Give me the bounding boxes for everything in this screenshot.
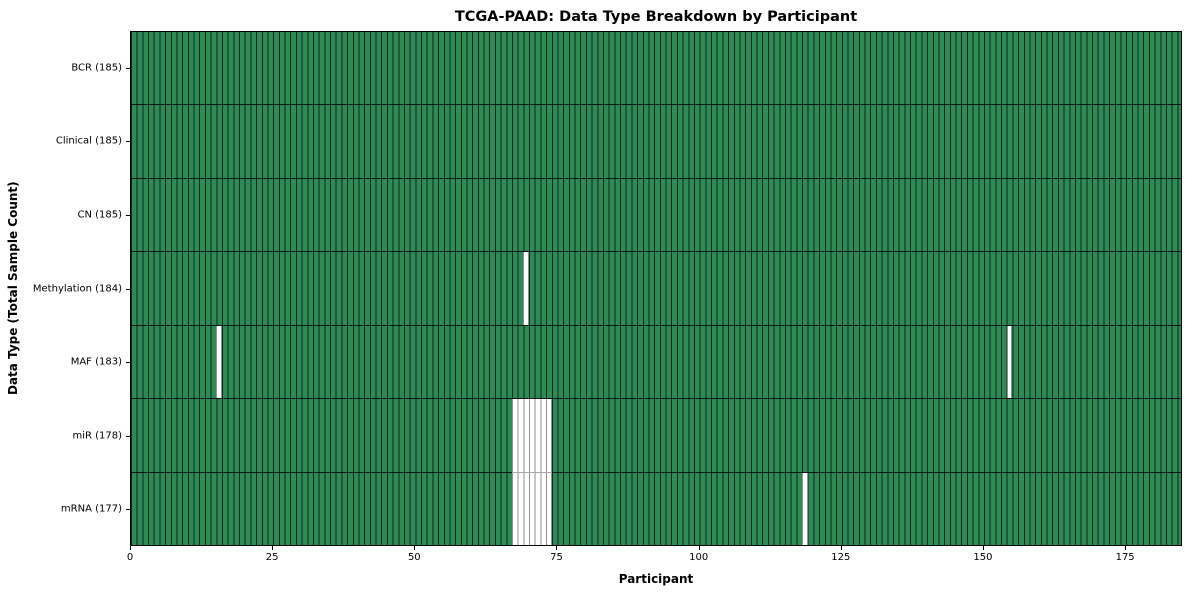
y-tick-mark (126, 288, 130, 290)
row-Methylation (131, 252, 1181, 326)
x-tick-label: 100 (689, 552, 709, 563)
x-tick-label: 50 (407, 552, 421, 563)
x-tick-label: 0 (126, 552, 134, 563)
y-tick-label-Methylation: Methylation (184) (32, 283, 122, 294)
y-tick-label-mRNA: mRNA (177) (60, 503, 122, 515)
x-tick-mark (272, 546, 274, 550)
row-MAF (131, 325, 1181, 400)
row-CN (131, 179, 1181, 253)
absent-cells-mRNA (511, 472, 552, 545)
y-tick-label-BCR: BCR (185) (71, 62, 122, 74)
x-tick-mark (698, 546, 700, 550)
absent-cells-MAF (1006, 325, 1013, 399)
row-BCR (131, 32, 1181, 106)
y-tick-mark (126, 435, 130, 437)
absent-cells-miR (511, 399, 552, 472)
row-miR (131, 399, 1181, 473)
y-tick-mark (126, 67, 130, 69)
x-tick-label: 125 (831, 552, 851, 563)
y-tick-mark (126, 362, 130, 364)
absent-cells-MAF (216, 325, 222, 399)
plot-area: Present Absent (130, 31, 1182, 546)
x-tick-label: 150 (973, 552, 993, 563)
x-tick-mark (982, 546, 984, 550)
y-tick-label-MAF: MAF (183) (70, 356, 122, 368)
y-tick-label-CN: CN (185) (77, 209, 122, 221)
absent-cells-Methylation (523, 252, 530, 325)
participant-column-gridlines (131, 32, 1181, 545)
x-tick-mark (414, 546, 416, 550)
x-axis-label: Participant (618, 572, 694, 586)
y-tick-label-miR: miR (178) (72, 430, 122, 442)
absent-row-divider (511, 472, 552, 474)
data-type-rows (131, 32, 1181, 545)
y-tick-mark (126, 509, 130, 511)
chart-title: TCGA-PAAD: Data Type Breakdown by Partic… (454, 9, 858, 25)
x-tick-label: 25 (265, 552, 279, 563)
row-mRNA (131, 472, 1181, 545)
x-tick-mark (1125, 546, 1127, 550)
row-Clinical (131, 105, 1181, 179)
x-tick-mark (130, 546, 131, 550)
x-tick-mark (840, 546, 842, 550)
absent-cells-mRNA (802, 472, 808, 545)
x-tick-label: 175 (1115, 552, 1135, 563)
y-tick-label-Clinical: Clinical (185) (55, 135, 122, 147)
y-tick-mark (126, 141, 130, 143)
x-tick-label: 75 (550, 552, 563, 563)
y-tick-mark (126, 214, 130, 216)
x-tick-mark (556, 546, 558, 550)
